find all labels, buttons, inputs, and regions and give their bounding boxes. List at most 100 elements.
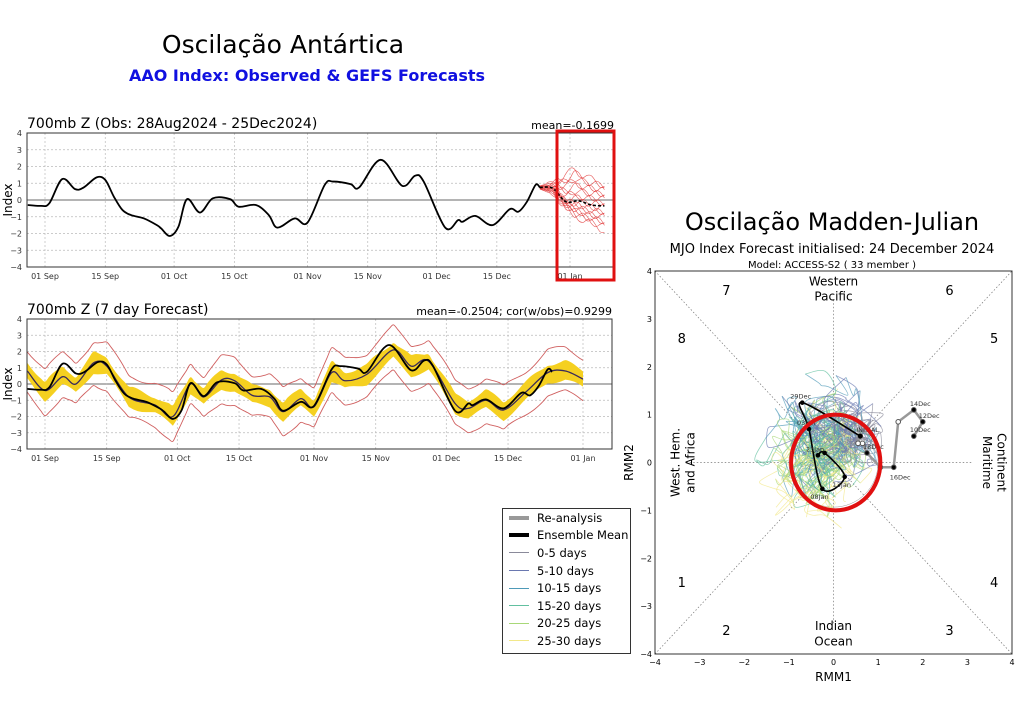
top-ylabel: Index [1,183,15,216]
ytick-label: 2 [647,363,652,372]
ensemble-member-track [809,401,863,437]
ytick-label: 1 [647,411,652,420]
legend-swatch [509,515,529,520]
top-ytick-label: 0 [17,196,22,205]
phase-label: 1 [678,576,686,591]
top-ytick-label: −4 [10,263,22,272]
ensemble-member-track [795,439,838,477]
date-label: 12Dec [919,412,940,420]
ensemble-member-track [775,491,810,510]
xlabel: RMM1 [815,670,852,684]
bottom-plot-frame [26,318,613,450]
xtick-label: −3 [694,658,706,667]
forecast-member-line [539,186,605,215]
date-label: 18Dec [863,443,884,451]
ensemble-member-track [800,450,858,475]
bottom-ytick-label: 3 [17,331,22,340]
legend-item: 10-15 days [503,579,630,597]
forecast-member-line [539,185,605,202]
ensemble-member-track [791,442,832,479]
mjo-plot-frame [654,270,1013,655]
xtick-label: 2 [920,658,925,667]
legend-item: 0-5 days [503,544,630,562]
bottom-ytick-label: 1 [17,364,22,373]
top-xtick-label: 15 Dec [483,272,511,281]
top-xtick-label: 15 Sep [91,272,119,281]
ensemble-member-track [808,451,841,492]
ensemble-member-track [810,415,872,444]
date-label: 08Jan [810,493,828,501]
ensemble-member-track [816,426,869,452]
top-xtick-label: 01 Nov [293,272,322,281]
ensemble-member-track [776,454,803,504]
ensemble-member-track [777,430,807,463]
xtick-label: −2 [738,658,750,667]
date-label: 23Jan [806,445,824,453]
top-xtick-label: 01 Dec [422,272,450,281]
phase-label: 3 [945,624,953,639]
forecast-member-line [539,179,605,197]
aao-forecast-chart: 700mb Z (7 day Forecast) mean=-0.2504; co… [1,302,613,463]
legend-swatch [509,552,529,554]
ytick-label: −2 [640,554,652,563]
phase-label: 4 [990,576,998,591]
ensemble-mean-point [820,486,825,492]
date-label: 13Jan [833,481,851,489]
ensemble-member-track [814,443,834,477]
legend-label: 25-30 days [537,633,602,648]
date-label: 10Dec [910,426,931,434]
top-ytick-label: 2 [17,163,22,172]
legend-label: 20-25 days [537,616,602,631]
ensemble-member-track [807,377,847,409]
ensemble-member-track [832,377,863,424]
date-label: 29Dec [790,393,811,401]
bottom-xtick-label: 01 Nov [300,454,329,463]
top-xtick-label: 01 Jan [557,272,582,281]
mjo-phase-diagram: 10Dec12Dec14Dec16Dec18DecINITIAL29Dec03J… [622,267,1015,684]
reanalysis-point [859,440,866,447]
xtick-label: −1 [783,658,795,667]
forecast-member-line [539,188,605,228]
bottom-xtick-label: 01 Sep [31,454,59,463]
forecast-member-line [539,184,605,206]
bottom-xtick-label: 01 Oct [164,454,191,463]
aao-observed-chart: 700mb Z (Obs: 28Aug2024 - 25Dec2024) mean… [1,116,616,282]
observed-line [27,158,541,237]
ensemble-member-track [813,409,861,458]
forecast-member-line [539,188,605,226]
ensemble-member-track [810,419,844,460]
region-label-left: and Africa [683,432,697,493]
ensemble-member-track [765,401,796,439]
date-label: 16Dec [890,473,911,481]
legend-item: Re-analysis [503,509,630,527]
reanalysis-point [919,419,926,425]
ensemble-member-track [807,434,844,463]
aao-subtitle: AAO Index: Observed & GEFS Forecasts [128,66,486,85]
ensemble-member-track [820,426,842,472]
legend-swatch [509,622,529,624]
ytick-label: 0 [647,459,652,468]
ensemble-member-track [794,395,825,455]
top-ytick-label: −2 [10,230,22,239]
legend-item: Ensemble Mean [503,527,630,545]
ensemble-mean-point [799,400,805,405]
ensemble-min-line [26,369,584,443]
phase-label: 8 [678,332,686,347]
ensemble-member-track [843,451,873,484]
top-chart-title: 700mb Z (Obs: 28Aug2024 - 25Dec2024) [27,116,317,132]
bottom-xtick-label: 01 Dec [432,454,460,463]
region-label-bottom: Ocean [814,634,852,648]
ylabel: RMM2 [622,444,636,481]
aao-title: Oscilação Antártica [161,30,405,59]
observed-line [27,344,553,420]
mjo-subtitle: MJO Index Forecast initialised: 24 Decem… [669,242,995,257]
region-label-top: Western [809,274,858,288]
bottom-ytick-label: 2 [17,348,22,357]
reanalysis-point [911,433,917,439]
legend-item: 25-30 days [503,632,630,650]
top-ytick-label: −3 [10,246,22,255]
top-annotation: mean=-0.1699 [531,119,614,132]
legend-label: Ensemble Mean [537,528,629,543]
top-xtick-label: 01 Sep [31,272,59,281]
date-label: 03Jan [797,419,815,427]
